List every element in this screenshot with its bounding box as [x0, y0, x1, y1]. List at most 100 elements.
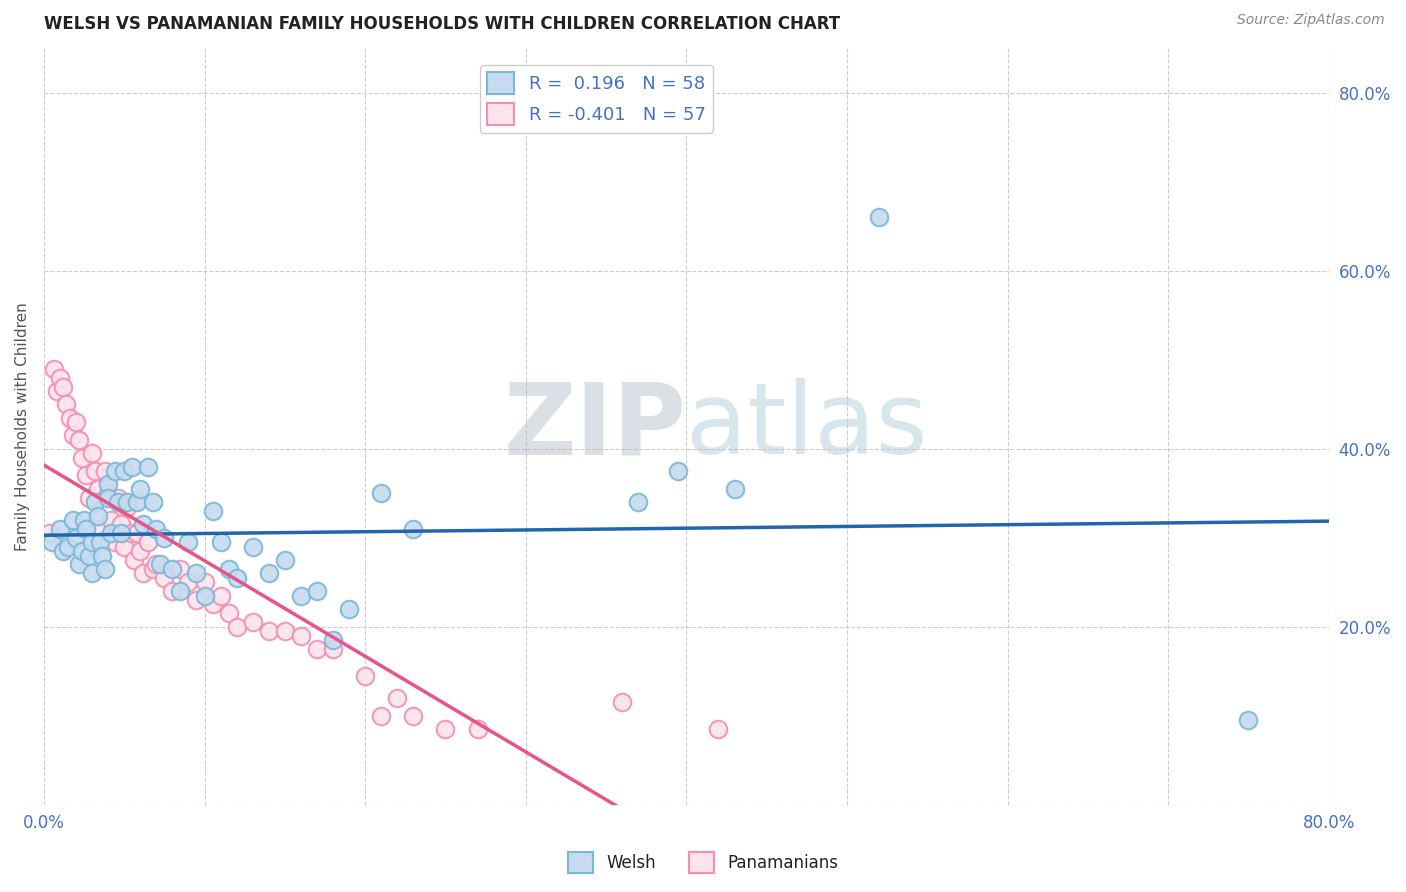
Point: [89, 535, 111, 549]
Point: [162, 584, 184, 599]
Point: [72, 450, 94, 465]
Point: [65, 531, 87, 545]
Point: [257, 566, 280, 581]
Point: [162, 562, 184, 576]
Text: ZIP: ZIP: [503, 378, 686, 475]
Point: [94, 464, 117, 478]
Point: [65, 415, 87, 429]
Point: [148, 558, 170, 572]
Point: [209, 589, 232, 603]
Point: [52, 379, 75, 393]
Point: [322, 633, 344, 648]
Point: [868, 211, 890, 225]
Point: [129, 544, 152, 558]
Point: [80, 535, 103, 549]
Point: [49, 370, 72, 384]
Point: [125, 495, 148, 509]
Point: [434, 722, 457, 736]
Point: [387, 690, 409, 705]
Point: [122, 553, 145, 567]
Point: [354, 668, 377, 682]
Point: [117, 500, 139, 514]
Point: [402, 522, 425, 536]
Point: [42, 361, 65, 376]
Point: [274, 624, 297, 639]
Legend: R =  0.196   N = 58, R = -0.401   N = 57: R = 0.196 N = 58, R = -0.401 N = 57: [479, 65, 713, 133]
Point: [627, 495, 650, 509]
Point: [117, 495, 139, 509]
Point: [225, 571, 247, 585]
Point: [145, 558, 167, 572]
Point: [402, 708, 425, 723]
Point: [75, 468, 97, 483]
Point: [218, 607, 240, 621]
Point: [112, 540, 135, 554]
Point: [75, 522, 97, 536]
Point: [723, 482, 745, 496]
Point: [193, 589, 215, 603]
Point: [80, 566, 103, 581]
Point: [136, 535, 159, 549]
Point: [67, 433, 90, 447]
Point: [112, 464, 135, 478]
Point: [110, 517, 132, 532]
Point: [97, 486, 120, 500]
Text: Source: ZipAtlas.com: Source: ZipAtlas.com: [1237, 13, 1385, 28]
Point: [94, 562, 117, 576]
Point: [129, 482, 152, 496]
Point: [121, 459, 143, 474]
Point: [209, 535, 232, 549]
Point: [666, 464, 689, 478]
Point: [242, 540, 264, 554]
Point: [103, 464, 125, 478]
Point: [87, 482, 110, 496]
Point: [77, 491, 100, 505]
Point: [87, 508, 110, 523]
Point: [145, 522, 167, 536]
Point: [186, 593, 208, 607]
Point: [97, 491, 120, 505]
Point: [370, 708, 392, 723]
Point: [62, 513, 84, 527]
Point: [89, 522, 111, 536]
Point: [305, 642, 328, 657]
Point: [225, 620, 247, 634]
Point: [707, 722, 730, 736]
Point: [84, 464, 107, 478]
Point: [38, 526, 60, 541]
Point: [100, 513, 122, 527]
Point: [142, 562, 165, 576]
Point: [49, 522, 72, 536]
Point: [153, 571, 176, 585]
Point: [103, 535, 125, 549]
Point: [125, 526, 148, 541]
Point: [242, 615, 264, 630]
Point: [136, 459, 159, 474]
Point: [169, 584, 191, 599]
Point: [177, 535, 200, 549]
Point: [169, 562, 191, 576]
Point: [55, 397, 77, 411]
Point: [107, 495, 129, 509]
Point: [41, 535, 63, 549]
Point: [90, 549, 112, 563]
Point: [186, 566, 208, 581]
Y-axis label: Family Households with Children: Family Households with Children: [15, 302, 30, 551]
Legend: Welsh, Panamanians: Welsh, Panamanians: [561, 846, 845, 880]
Point: [257, 624, 280, 639]
Point: [305, 584, 328, 599]
Point: [201, 598, 224, 612]
Point: [45, 384, 67, 398]
Point: [97, 477, 120, 491]
Point: [290, 629, 312, 643]
Point: [132, 566, 155, 581]
Point: [56, 540, 79, 554]
Point: [84, 495, 107, 509]
Point: [274, 553, 297, 567]
Point: [201, 504, 224, 518]
Point: [153, 531, 176, 545]
Point: [322, 642, 344, 657]
Point: [290, 589, 312, 603]
Point: [370, 486, 392, 500]
Point: [120, 526, 142, 541]
